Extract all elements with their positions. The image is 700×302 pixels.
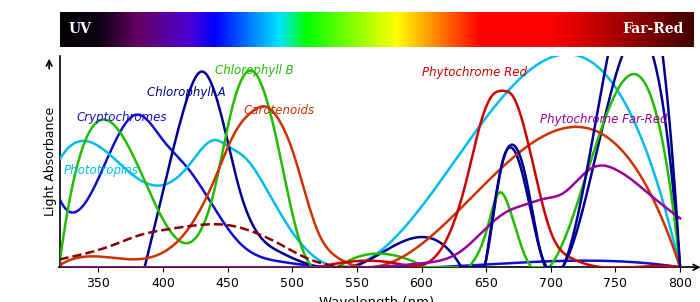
- Text: Carotenoids: Carotenoids: [243, 104, 314, 117]
- Text: Chlorophyll B: Chlorophyll B: [215, 64, 293, 77]
- Text: Phytochrome Far-Red: Phytochrome Far-Red: [540, 113, 668, 126]
- Text: Phototropins: Phototropins: [64, 164, 139, 177]
- Text: Far-Red: Far-Red: [622, 22, 683, 37]
- Text: Chlorophyll A: Chlorophyll A: [148, 86, 226, 99]
- X-axis label: Wavelength (nm): Wavelength (nm): [318, 296, 434, 302]
- Text: UV: UV: [69, 22, 92, 37]
- Text: Phytochrome Red: Phytochrome Red: [421, 66, 526, 79]
- Y-axis label: Light Absorbance: Light Absorbance: [43, 107, 57, 216]
- Text: Cryptochromes: Cryptochromes: [76, 111, 167, 124]
